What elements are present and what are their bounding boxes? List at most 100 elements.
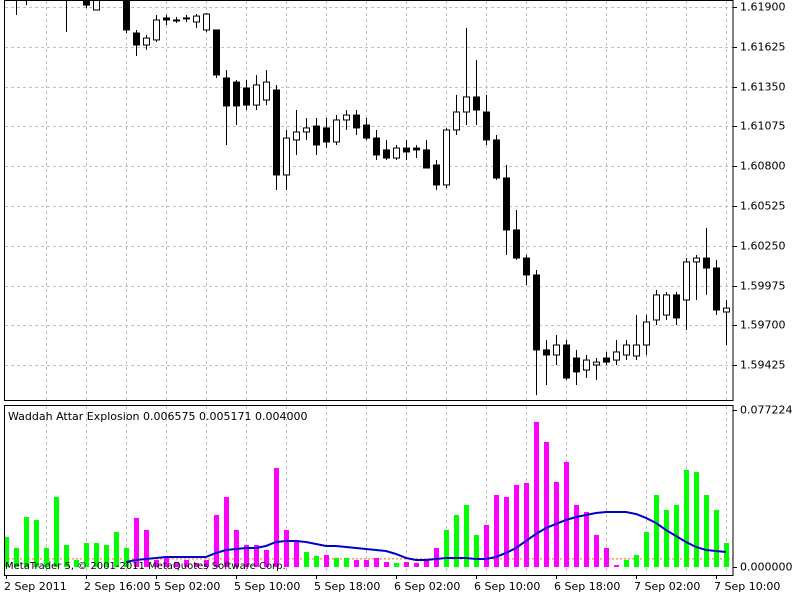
candle-body [283, 137, 290, 176]
candle-body [203, 13, 210, 31]
histogram-bar [174, 561, 179, 567]
candle-body [563, 344, 570, 379]
candle-body [663, 294, 670, 316]
candle-body [193, 15, 200, 23]
price-plot [16, 0, 730, 396]
histogram-bar [464, 504, 469, 567]
histogram-bar [44, 547, 49, 567]
histogram-bar [64, 544, 69, 567]
histogram-bar [544, 441, 549, 567]
candle-body [233, 81, 240, 107]
y-tick-label: 1.60525 [740, 200, 786, 213]
histogram-bar [224, 496, 229, 567]
candle-body [483, 111, 490, 141]
candle-body [443, 129, 450, 186]
histogram-bar [514, 484, 519, 567]
histogram-bar [424, 559, 429, 567]
candle-body [133, 32, 140, 46]
histogram-bar [694, 471, 699, 567]
histogram-bar [134, 517, 139, 567]
candle-body [333, 119, 340, 143]
candle-body [363, 124, 370, 139]
histogram-bar [164, 557, 169, 567]
x-tick-label: 6 Sep 18:00 [554, 580, 620, 593]
candle-body [543, 349, 550, 356]
x-tick-label: 2 Sep 2011 [4, 580, 67, 593]
histogram-bar [24, 516, 29, 567]
histogram-bar [354, 559, 359, 567]
candle-body [93, 0, 100, 11]
candle-body [293, 131, 300, 141]
candle-body [163, 17, 170, 21]
candle-body [243, 87, 250, 106]
histogram-bar [154, 559, 159, 567]
candle-body [143, 37, 150, 46]
histogram-bar [414, 562, 419, 567]
candle-body [343, 114, 350, 121]
histogram-bar [484, 524, 489, 567]
histogram-bar [314, 555, 319, 567]
candle-body [593, 361, 600, 366]
candle-body [673, 294, 680, 319]
candle-body [453, 111, 460, 131]
candle-body [323, 127, 330, 143]
candle-body [583, 359, 590, 371]
x-tick-label: 5 Sep 18:00 [314, 580, 380, 593]
histogram-bar [84, 542, 89, 567]
candle-body [403, 147, 410, 153]
indicator-frame [4, 405, 734, 576]
histogram-bar [584, 511, 589, 567]
x-tick-label: 2 Sep 16:00 [84, 580, 150, 593]
histogram-bar [144, 529, 149, 567]
histogram-bar [244, 544, 249, 567]
histogram-bar [574, 504, 579, 567]
candle-body [393, 147, 400, 159]
candle-body [373, 137, 380, 156]
histogram-bar [264, 549, 269, 567]
histogram-bar [654, 494, 659, 567]
y-tick-label: 1.59700 [740, 319, 786, 332]
candle-body [423, 149, 430, 169]
candle-body [313, 125, 320, 146]
histogram-bar [594, 534, 599, 567]
histogram-bar [284, 529, 289, 567]
histogram-bar [624, 559, 629, 567]
candle-body [463, 96, 470, 113]
candle-body [213, 29, 220, 76]
candle-body [693, 257, 700, 263]
y-tick-label: 1.61350 [740, 81, 786, 94]
histogram-bar [4, 536, 9, 567]
axes: 2 Sep 2011 2 Sep 16:00 5 Sep 02:00 5 Sep 10… [4, 1, 793, 594]
candle-body [533, 274, 540, 351]
candle-body [703, 257, 710, 269]
histogram-bar [204, 559, 209, 567]
x-tick-label: 5 Sep 10:00 [234, 580, 300, 593]
candle-body [603, 357, 610, 363]
explosion-line [125, 510, 727, 563]
y-tick-label: 0.077224 [740, 404, 793, 417]
histogram-bar [504, 496, 509, 567]
y-tick-label: 1.59975 [740, 280, 786, 293]
candle-body [253, 84, 260, 106]
candle-body [633, 344, 640, 357]
candle-body [723, 307, 730, 313]
histogram-bar [634, 554, 639, 567]
histogram-bar [54, 496, 59, 567]
candle-body [353, 114, 360, 129]
candle-body [263, 81, 270, 101]
histogram-bar [444, 529, 449, 567]
histogram-bar [604, 547, 609, 567]
candle-body [523, 257, 530, 276]
candle-body [473, 96, 480, 111]
histogram-bar [74, 559, 79, 567]
histogram-bar [34, 519, 39, 567]
candle-body [173, 19, 180, 22]
y-tick-label: 1.59425 [740, 359, 786, 372]
y-tick-label: 1.60800 [740, 160, 786, 173]
histogram-bar [494, 494, 499, 567]
y-tick-label: 1.61625 [740, 41, 786, 54]
histogram-bar [474, 534, 479, 567]
candle-body [303, 127, 310, 133]
x-tick-label: 5 Sep 02:00 [154, 580, 220, 593]
